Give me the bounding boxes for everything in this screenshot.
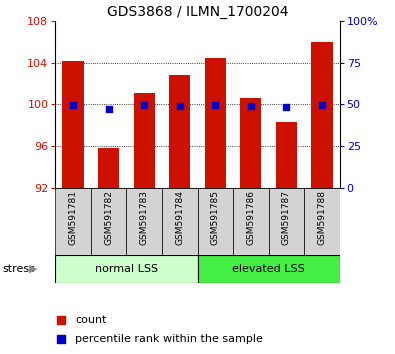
Bar xyxy=(240,98,261,188)
Text: GSM591787: GSM591787 xyxy=(282,190,291,245)
Point xyxy=(58,336,64,341)
Bar xyxy=(311,42,333,188)
Bar xyxy=(276,122,297,188)
Point xyxy=(177,103,183,109)
Text: normal LSS: normal LSS xyxy=(95,264,158,274)
Text: GSM591784: GSM591784 xyxy=(175,190,184,245)
Point xyxy=(105,106,112,112)
Bar xyxy=(205,58,226,188)
Text: GSM591781: GSM591781 xyxy=(69,190,77,245)
Title: GDS3868 / ILMN_1700204: GDS3868 / ILMN_1700204 xyxy=(107,5,288,19)
Bar xyxy=(198,188,233,255)
Text: elevated LSS: elevated LSS xyxy=(232,264,305,274)
Text: GSM591782: GSM591782 xyxy=(104,190,113,245)
Text: GSM591783: GSM591783 xyxy=(140,190,149,245)
Point xyxy=(141,102,147,108)
Point xyxy=(319,102,325,108)
Bar xyxy=(55,255,198,283)
Bar xyxy=(269,188,304,255)
Text: GSM591785: GSM591785 xyxy=(211,190,220,245)
Text: stress: stress xyxy=(2,264,35,274)
Point xyxy=(58,317,64,323)
Point xyxy=(70,102,76,108)
Bar xyxy=(304,188,340,255)
Bar xyxy=(62,61,84,188)
Bar xyxy=(162,188,198,255)
Point xyxy=(248,103,254,109)
Point xyxy=(283,104,290,110)
Text: GSM591788: GSM591788 xyxy=(318,190,326,245)
Bar xyxy=(198,255,340,283)
Bar xyxy=(169,75,190,188)
Text: percentile rank within the sample: percentile rank within the sample xyxy=(75,333,263,344)
Bar xyxy=(98,148,119,188)
Text: GSM591786: GSM591786 xyxy=(246,190,255,245)
Point xyxy=(212,102,218,108)
Bar xyxy=(55,188,91,255)
Bar xyxy=(126,188,162,255)
Bar xyxy=(91,188,126,255)
Bar xyxy=(233,188,269,255)
Bar xyxy=(134,93,155,188)
Text: ▶: ▶ xyxy=(29,264,38,274)
Text: count: count xyxy=(75,315,107,325)
